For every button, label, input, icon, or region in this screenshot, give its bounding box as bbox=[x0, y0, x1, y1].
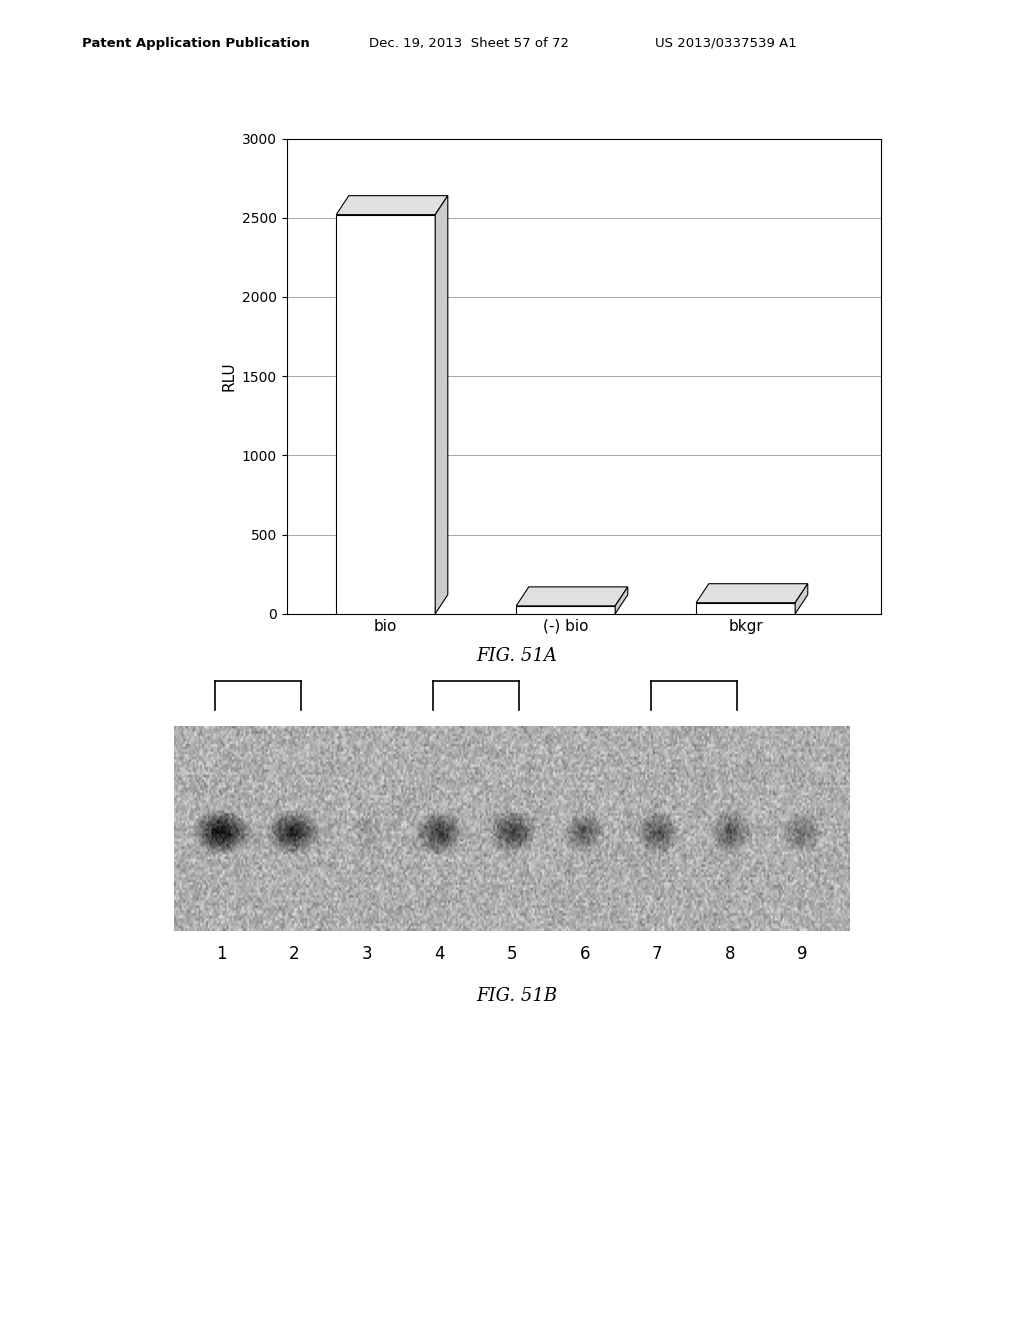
Text: FIG. 51B: FIG. 51B bbox=[476, 987, 558, 1006]
Polygon shape bbox=[336, 195, 447, 215]
Polygon shape bbox=[796, 583, 808, 614]
Bar bbox=[336, 215, 435, 614]
Text: Patent Application Publication: Patent Application Publication bbox=[82, 37, 309, 50]
Bar bbox=[696, 603, 796, 614]
Text: US 2013/0337539 A1: US 2013/0337539 A1 bbox=[655, 37, 797, 50]
Polygon shape bbox=[696, 583, 808, 603]
Text: 5: 5 bbox=[507, 945, 517, 964]
Text: 2: 2 bbox=[289, 945, 299, 964]
Text: FIG. 51A: FIG. 51A bbox=[477, 647, 557, 665]
Text: 7: 7 bbox=[652, 945, 663, 964]
Text: Dec. 19, 2013  Sheet 57 of 72: Dec. 19, 2013 Sheet 57 of 72 bbox=[369, 37, 568, 50]
Text: 3: 3 bbox=[361, 945, 372, 964]
Bar bbox=[516, 606, 615, 614]
Text: 6: 6 bbox=[580, 945, 590, 964]
Polygon shape bbox=[516, 587, 628, 606]
Polygon shape bbox=[615, 587, 628, 614]
Text: 4: 4 bbox=[434, 945, 444, 964]
Polygon shape bbox=[435, 195, 447, 614]
Text: 8: 8 bbox=[725, 945, 735, 964]
Text: 9: 9 bbox=[798, 945, 808, 964]
Text: 1: 1 bbox=[216, 945, 226, 964]
Y-axis label: RLU: RLU bbox=[221, 362, 237, 391]
